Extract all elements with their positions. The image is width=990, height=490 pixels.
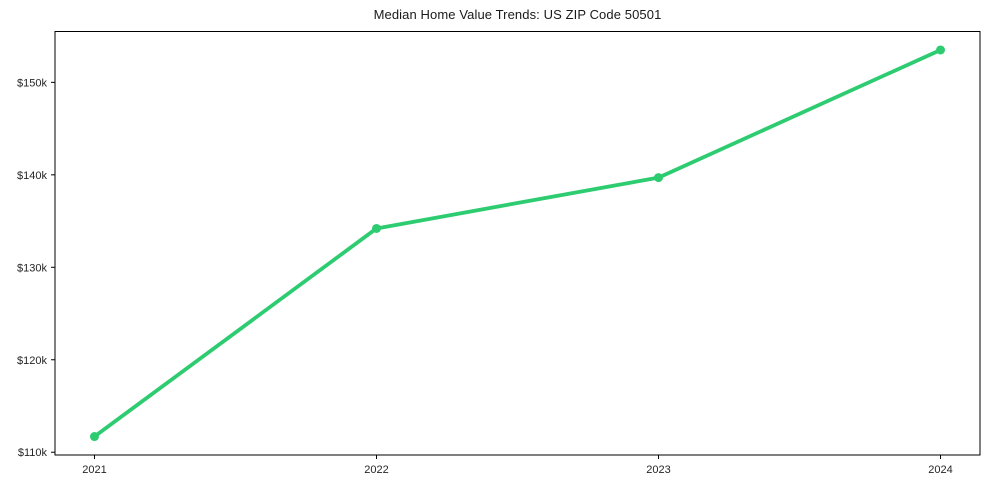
data-point-marker [936,45,946,55]
x-axis-tick-label: 2024 [928,464,952,476]
data-point-marker [89,432,99,442]
data-point-marker [654,173,664,183]
plot-border [54,31,981,456]
y-axis-tick-label: $150k [17,77,47,89]
chart-title: Median Home Value Trends: US ZIP Code 50… [373,7,662,22]
y-axis-tick-label: $110k [18,447,48,459]
x-axis-tick-label: 2021 [82,464,106,476]
y-axis-tick-label: $120k [17,355,47,367]
y-axis-tick-label: $130k [17,262,47,274]
y-axis-tick-label: $140k [17,170,47,182]
data-point-marker [371,223,381,233]
trend-line [92,48,943,439]
x-axis-tick-label: 2022 [364,464,388,476]
x-axis-tick-label: 2023 [646,464,670,476]
